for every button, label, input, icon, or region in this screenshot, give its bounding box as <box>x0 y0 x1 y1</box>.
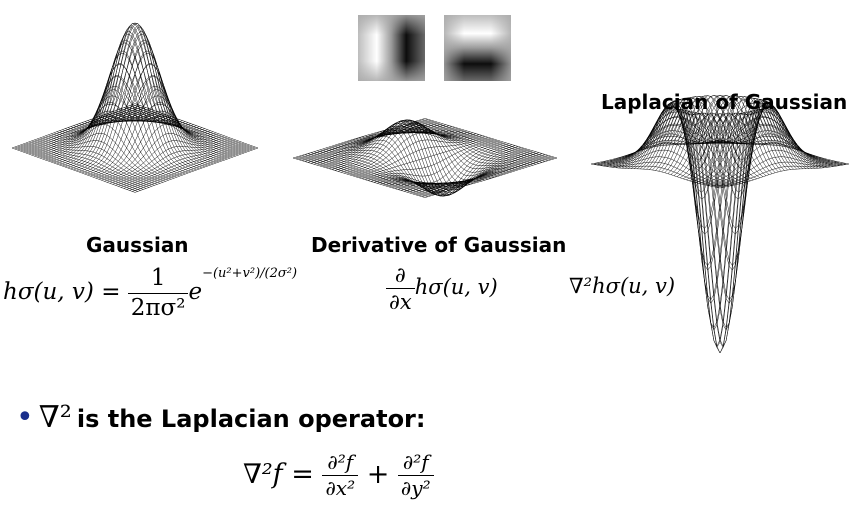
laplacian-equation: ∇²f = ∂²f ∂x² + ∂²f ∂y² <box>243 452 434 499</box>
gaussian-formula: hσ(u, v) = 1 2πσ² e−(u²+v²)/(2σ²) <box>3 266 297 320</box>
bullet-text: is the Laplacian operator: <box>76 405 426 433</box>
derivative-formula: ∂ ∂x hσ(u, v) <box>386 264 498 313</box>
gaussian-derivative-y-kernel-image <box>444 15 511 81</box>
gaussian-formula-base: e <box>188 279 203 305</box>
bullet-nabla-symbol: ∇² <box>38 400 72 435</box>
gaussian-formula-fraction: 1 2πσ² <box>127 266 189 321</box>
laplacian-equation-term-x: ∂²f ∂x² <box>322 452 359 500</box>
derivative-formula-denominator: ∂x <box>389 290 412 315</box>
gaussian-formula-denominator: 2πσ² <box>130 294 186 321</box>
gaussian-derivative-x-kernel-image <box>358 15 425 81</box>
gaussian-formula-numerator: 1 <box>127 266 189 294</box>
derivative-formula-numerator: ∂ <box>386 264 415 290</box>
laplacian-of-gaussian-label: Laplacian of Gaussian <box>601 90 848 114</box>
laplacian-equation-term-x-denominator: ∂x² <box>325 476 356 500</box>
bullet-dot-icon: • <box>16 400 34 435</box>
laplacian-equation-term-y: ∂²f ∂y² <box>397 452 434 500</box>
laplacian-of-gaussian-formula: ∇²hσ(u, v) <box>569 274 676 298</box>
laplacian-equation-lhs: ∇²f = <box>243 459 314 490</box>
laplacian-equation-term-y-numerator: ∂²f <box>397 452 434 476</box>
gaussian-formula-lhs: hσ(u, v) = <box>3 279 121 305</box>
derivative-of-gaussian-label: Derivative of Gaussian <box>311 233 567 257</box>
laplacian-equation-term-y-denominator: ∂y² <box>400 476 431 500</box>
derivative-formula-rhs: hσ(u, v) <box>414 275 498 300</box>
bullet-point: • ∇² is the Laplacian operator: <box>16 400 425 435</box>
gaussian-label: Gaussian <box>86 233 189 257</box>
gaussian-formula-exponent: −(u²+v²)/(2σ²) <box>202 266 298 281</box>
laplacian-equation-plus: + <box>366 459 390 490</box>
laplacian-equation-term-x-numerator: ∂²f <box>322 452 359 476</box>
derivative-formula-fraction: ∂ ∂x <box>386 264 415 313</box>
